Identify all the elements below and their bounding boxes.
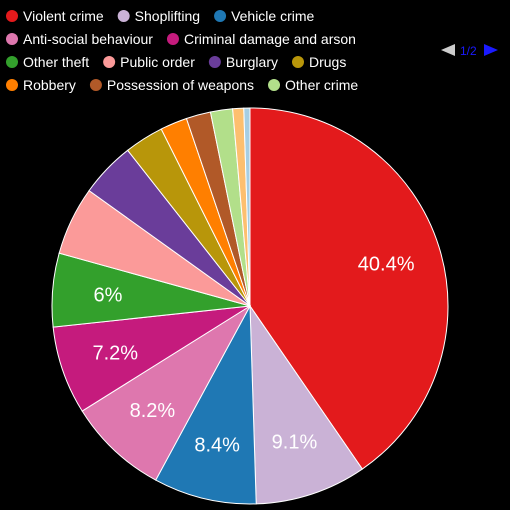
legend-label: Shoplifting (135, 8, 200, 24)
legend-item-possession-of-weapons[interactable]: Possession of weapons (89, 77, 254, 93)
legend-swatch (103, 56, 116, 68)
legend-item-other-theft[interactable]: Other theft (6, 54, 89, 70)
legend-label: Vehicle crime (231, 8, 314, 24)
legend-item-shoplifting[interactable]: Shoplifting (117, 8, 200, 24)
pager-next-icon[interactable] (484, 44, 498, 56)
legend-label: Criminal damage and arson (184, 31, 356, 47)
legend-pager: 1/2 (441, 44, 498, 58)
slice-value-label: 8.2% (130, 400, 176, 422)
legend-item-burglary[interactable]: Burglary (208, 54, 278, 70)
legend-item-other-crime[interactable]: Other crime (268, 77, 358, 93)
pie-labels: 40.4% 9.1% 8.4% 8.2% 7.2% 6% (92, 254, 414, 457)
legend-item-criminal-damage-and-arson[interactable]: Criminal damage and arson (166, 31, 356, 47)
legend: Violent crime Shoplifting Vehicle crime Ant… (6, 8, 358, 93)
legend-item-anti-social-behaviour[interactable]: Anti-social behaviour (6, 31, 153, 47)
legend-label: Other theft (23, 54, 89, 70)
pie-slice-violent-crime[interactable] (249, 107, 449, 470)
legend-swatch (268, 79, 281, 91)
legend-swatch (6, 79, 18, 91)
legend-swatch (292, 56, 304, 68)
legend-swatch (6, 56, 18, 68)
legend-item-drugs[interactable]: Drugs (292, 54, 346, 70)
legend-label: Anti-social behaviour (23, 31, 153, 47)
legend-label: Other crime (285, 77, 358, 93)
legend-label: Public order (120, 54, 195, 70)
legend-item-vehicle-crime[interactable]: Vehicle crime (214, 8, 315, 24)
legend-swatch (117, 10, 130, 22)
legend-label: Drugs (309, 54, 346, 70)
pager-text: 1/2 (460, 44, 477, 58)
pie-slice-anti-social-behaviour[interactable] (81, 304, 252, 481)
legend-swatch (6, 33, 18, 45)
legend-swatch (208, 56, 221, 68)
legend-swatch (89, 79, 102, 91)
pager-prev-icon[interactable] (441, 44, 455, 56)
pie-slice-shoplifting[interactable] (249, 304, 364, 505)
pie-slices (51, 107, 449, 505)
pie-slice-vehicle-crime[interactable] (155, 304, 257, 505)
legend-label: Possession of weapons (107, 77, 254, 93)
legend-item-violent-crime[interactable]: Violent crime (6, 8, 104, 24)
legend-item-robbery[interactable]: Robbery (6, 77, 76, 93)
legend-swatch (214, 10, 227, 22)
slice-value-label: 9.1% (272, 431, 318, 453)
slice-value-label: 40.4% (358, 254, 415, 276)
slice-value-label: 8.4% (194, 435, 240, 457)
pie-slice-unlabeled-13[interactable] (243, 107, 251, 307)
legend-swatch (166, 33, 179, 45)
legend-swatch (6, 10, 18, 22)
slice-value-label: 6% (93, 284, 122, 306)
slice-value-label: 7.2% (92, 343, 138, 365)
legend-label: Violent crime (23, 8, 104, 24)
legend-label: Burglary (226, 54, 278, 70)
legend-item-public-order[interactable]: Public order (103, 54, 195, 70)
legend-label: Robbery (23, 77, 76, 93)
